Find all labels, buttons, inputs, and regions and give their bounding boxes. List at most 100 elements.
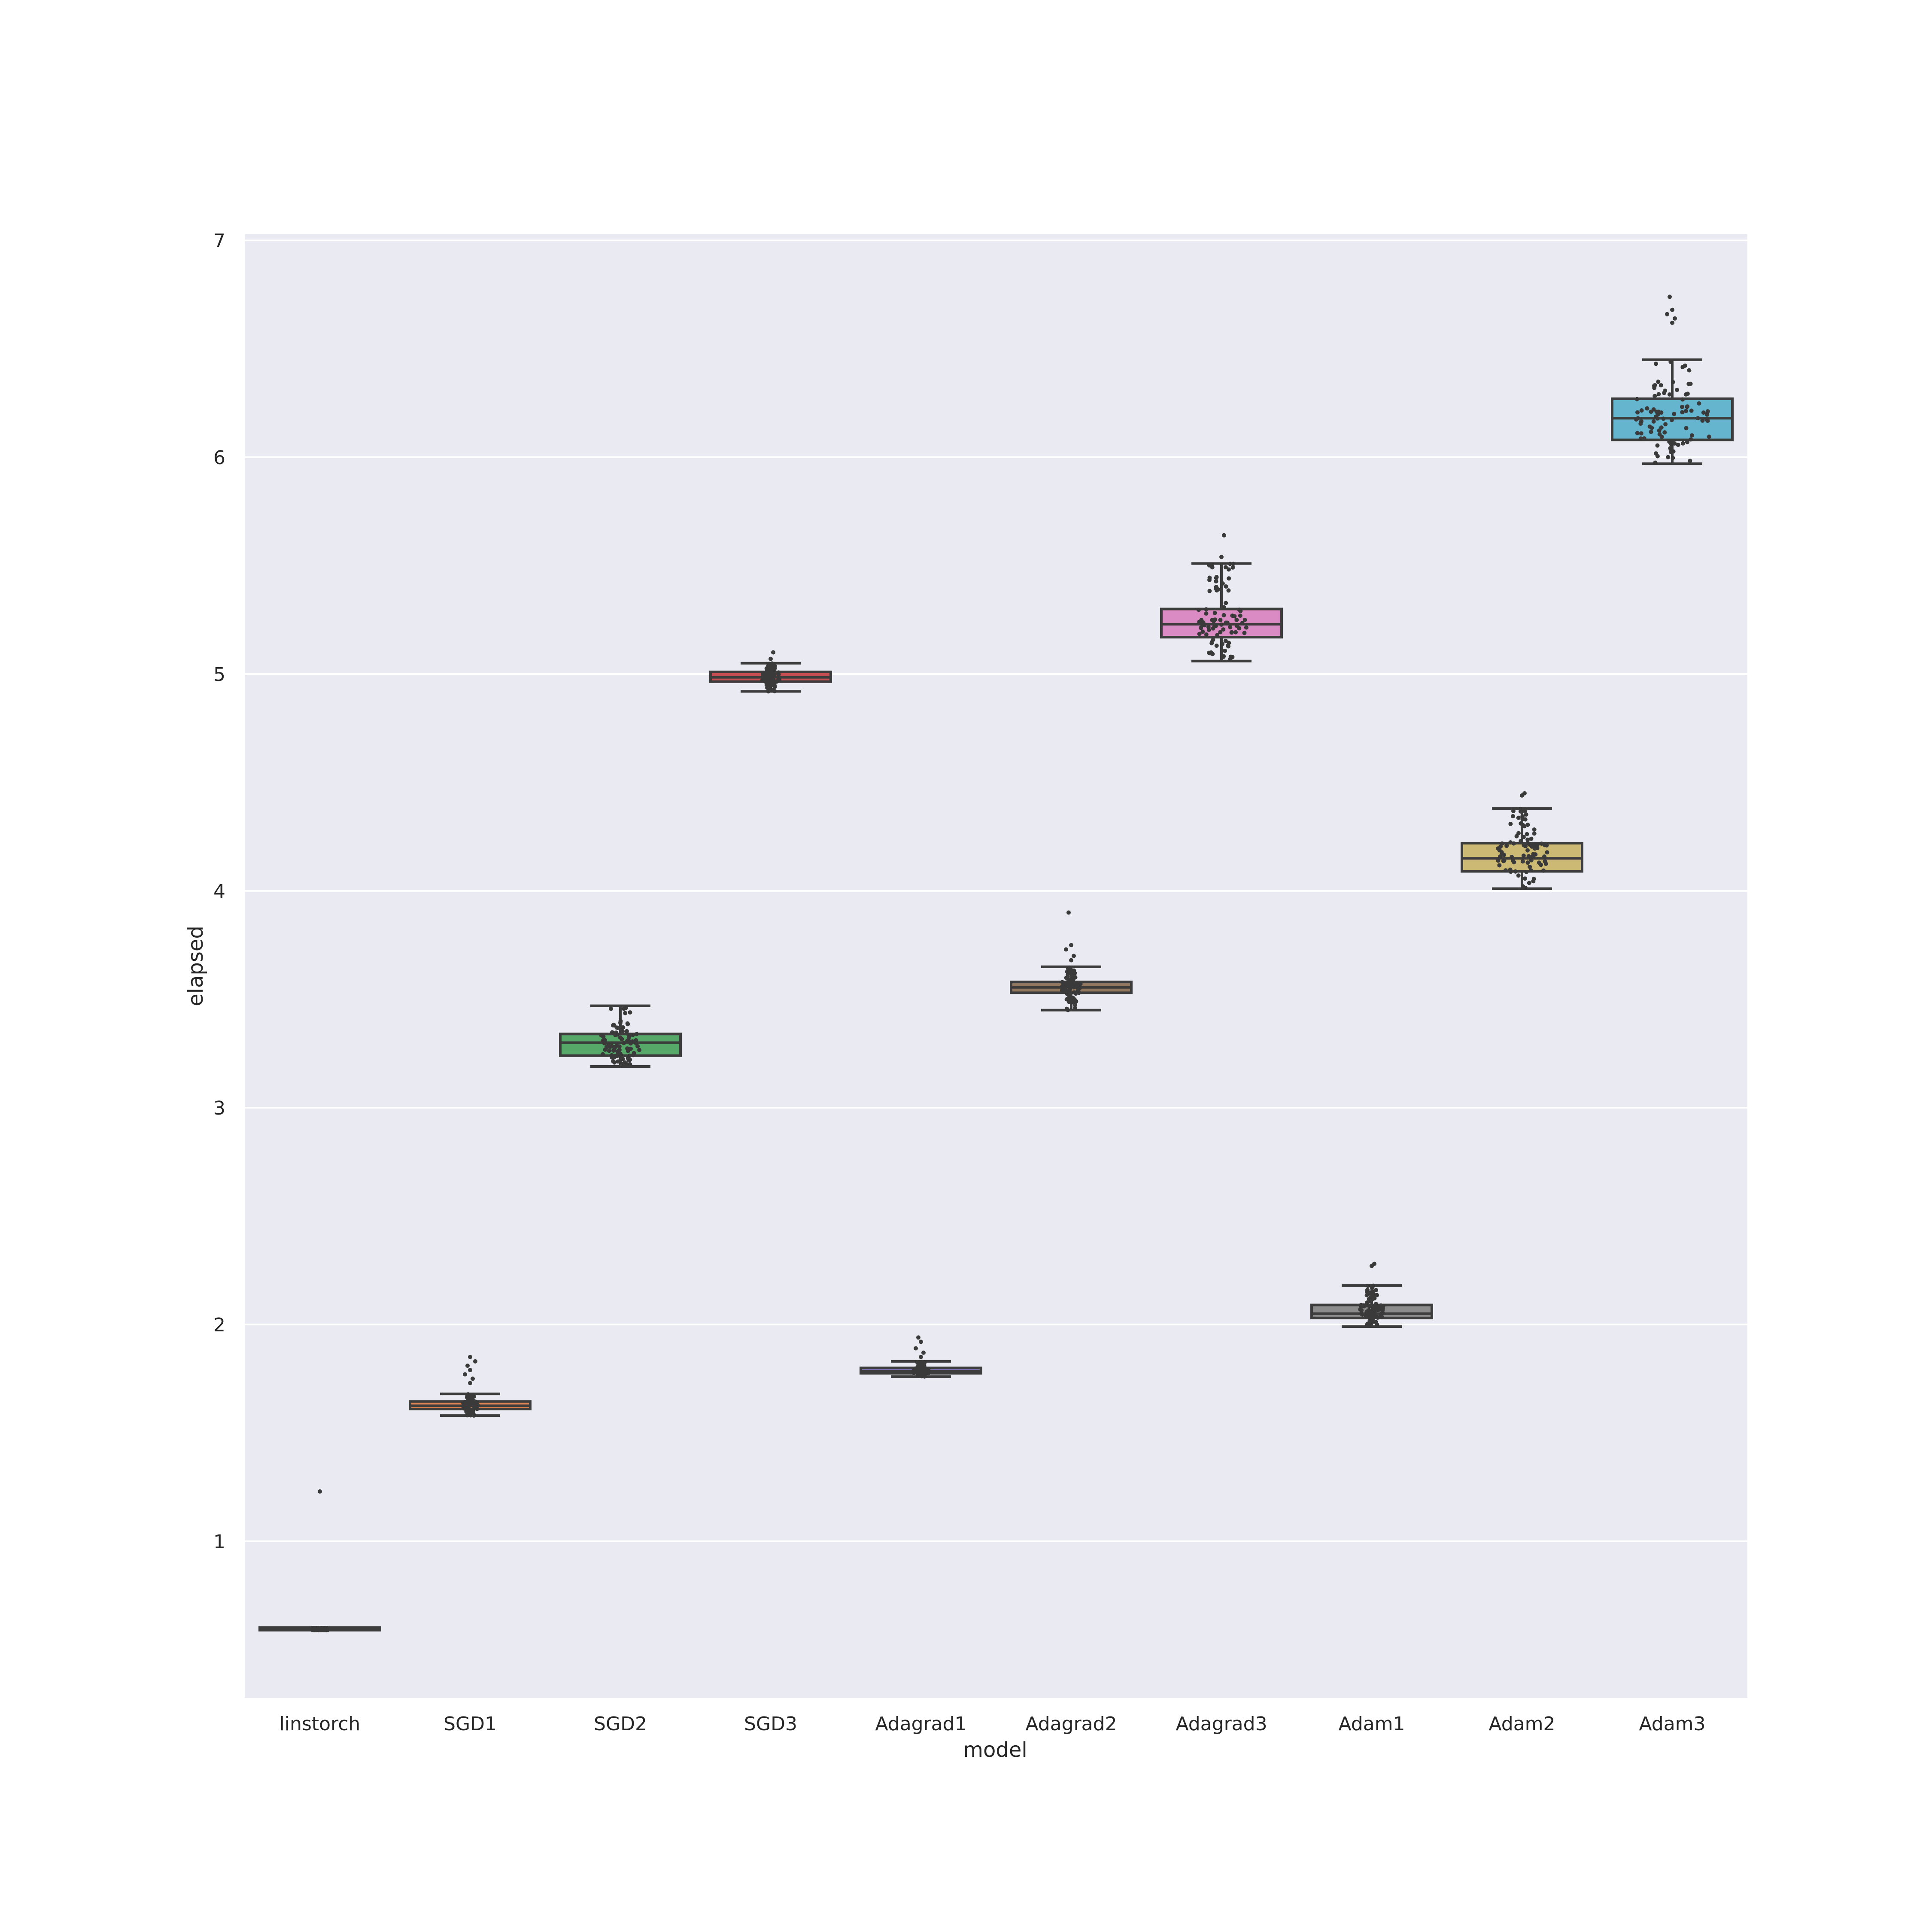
y-tick-labels: 1 2 3 4 5 6 7 bbox=[213, 230, 225, 1553]
data-point bbox=[916, 1364, 920, 1369]
data-point bbox=[472, 1404, 477, 1409]
data-point bbox=[621, 1041, 626, 1045]
data-point bbox=[1063, 988, 1068, 993]
data-point bbox=[1199, 626, 1203, 630]
data-point bbox=[1520, 823, 1525, 827]
data-point bbox=[623, 1005, 628, 1010]
data-point bbox=[599, 1033, 604, 1038]
swarm-Adam2 bbox=[1496, 791, 1549, 890]
data-point bbox=[610, 1044, 614, 1048]
data-point bbox=[1066, 977, 1071, 982]
x-tick-labels: linstorch SGD1 SGD2 SGD3 Adagrad1 Adagrad2 Ada… bbox=[279, 1713, 1706, 1735]
data-point bbox=[624, 1029, 629, 1033]
x-tick-label: Adagrad3 bbox=[1176, 1713, 1267, 1735]
data-point bbox=[1210, 565, 1215, 570]
data-point bbox=[1523, 885, 1528, 890]
data-point bbox=[1529, 858, 1534, 863]
outlier-point bbox=[1069, 958, 1073, 963]
data-point bbox=[1373, 1320, 1378, 1324]
x-tick-label: linstorch bbox=[279, 1713, 361, 1735]
swarm-linstorch bbox=[310, 1489, 330, 1633]
data-point bbox=[617, 1044, 622, 1049]
data-point bbox=[620, 1029, 625, 1034]
data-point bbox=[1653, 383, 1657, 388]
data-point bbox=[1200, 629, 1205, 634]
data-point bbox=[1655, 454, 1660, 459]
data-point bbox=[772, 682, 777, 687]
data-point bbox=[625, 1046, 630, 1051]
data-point bbox=[311, 1626, 316, 1631]
data-point bbox=[1521, 854, 1526, 858]
data-point bbox=[1680, 410, 1685, 415]
data-point bbox=[1671, 456, 1675, 460]
data-point bbox=[1701, 410, 1706, 415]
data-point bbox=[614, 1032, 619, 1037]
data-point bbox=[1642, 436, 1646, 441]
data-point bbox=[1705, 409, 1710, 414]
data-point bbox=[912, 1367, 917, 1372]
outlier-point bbox=[1222, 533, 1226, 538]
data-point bbox=[1661, 416, 1666, 421]
data-point bbox=[1524, 812, 1528, 817]
data-point bbox=[634, 1032, 639, 1036]
data-point bbox=[1214, 586, 1218, 591]
data-point bbox=[1504, 843, 1509, 848]
data-point bbox=[1686, 382, 1691, 386]
box-Adam3 bbox=[1611, 358, 1734, 465]
outlier-point bbox=[471, 1376, 475, 1381]
outlier-point bbox=[473, 1359, 477, 1364]
data-point bbox=[777, 677, 782, 682]
data-point bbox=[608, 1006, 613, 1011]
data-point bbox=[1503, 868, 1508, 873]
outlier-point bbox=[468, 1355, 472, 1359]
data-point bbox=[604, 1045, 609, 1049]
data-point bbox=[1380, 1307, 1385, 1312]
data-point bbox=[1527, 881, 1531, 885]
data-point bbox=[762, 674, 767, 679]
data-point bbox=[1242, 631, 1247, 635]
data-point bbox=[922, 1374, 927, 1379]
data-point bbox=[1685, 440, 1689, 444]
data-point bbox=[1218, 618, 1223, 623]
data-point bbox=[315, 1626, 319, 1630]
data-point bbox=[1199, 618, 1204, 623]
outlier-point bbox=[1069, 943, 1073, 948]
data-point bbox=[1680, 441, 1685, 446]
outlier-point bbox=[463, 1372, 467, 1377]
outlier-point bbox=[468, 1381, 472, 1385]
x-tick-label: SGD1 bbox=[444, 1713, 497, 1735]
data-point bbox=[1206, 625, 1211, 629]
data-point bbox=[1635, 410, 1640, 415]
data-point bbox=[1060, 987, 1065, 992]
data-point bbox=[767, 662, 772, 666]
data-point bbox=[626, 1056, 630, 1060]
data-point bbox=[466, 1398, 471, 1403]
data-point bbox=[1526, 854, 1531, 859]
plot-background bbox=[245, 234, 1747, 1698]
outlier-point bbox=[1670, 320, 1674, 325]
data-point bbox=[1662, 430, 1667, 435]
data-point bbox=[1496, 858, 1501, 863]
x-tick-label: Adagrad1 bbox=[875, 1713, 966, 1735]
data-point bbox=[920, 1368, 925, 1373]
data-point bbox=[1214, 575, 1219, 580]
outlier-point bbox=[769, 656, 773, 661]
data-point bbox=[628, 1062, 632, 1067]
data-point bbox=[1210, 640, 1215, 644]
data-point bbox=[1230, 614, 1235, 618]
data-point bbox=[1529, 836, 1534, 841]
data-point bbox=[1499, 853, 1504, 857]
data-point bbox=[1639, 408, 1644, 413]
data-point bbox=[1680, 365, 1685, 370]
data-point bbox=[1634, 397, 1639, 401]
data-point bbox=[1516, 873, 1521, 878]
data-point bbox=[623, 1060, 627, 1065]
data-point bbox=[1668, 359, 1673, 364]
outlier-point bbox=[1072, 954, 1076, 958]
data-point bbox=[1656, 409, 1661, 414]
data-point bbox=[1207, 563, 1212, 568]
data-point bbox=[1231, 562, 1236, 566]
data-point bbox=[618, 1021, 623, 1025]
